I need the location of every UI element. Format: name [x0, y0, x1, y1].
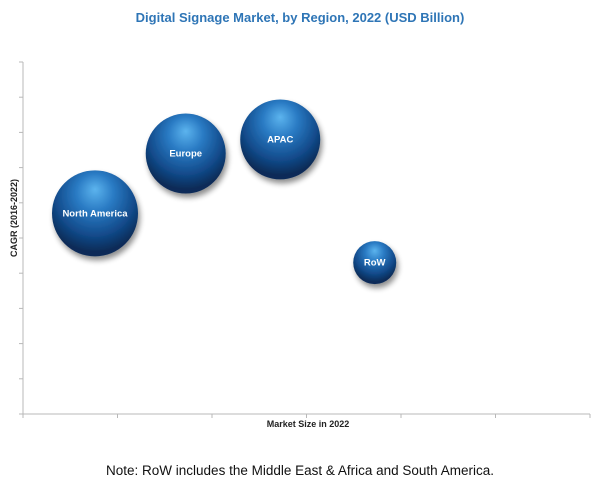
bubble-label: APAC: [267, 134, 293, 145]
x-axis-label: Market Size in 2022: [267, 419, 350, 429]
axes: [19, 61, 591, 418]
bubble-label: Europe: [169, 149, 202, 160]
bubble-label: RoW: [364, 258, 386, 269]
bubble-apac: [240, 99, 321, 180]
bubbles: North America Europe APAC RoW: [52, 99, 397, 285]
bubble-row: [353, 241, 397, 285]
bubble-europe: [145, 113, 226, 194]
chart-title: Digital Signage Market, by Region, 2022 …: [136, 10, 465, 25]
bubble-north-america: [52, 170, 138, 257]
footnote: Note: RoW includes the Middle East & Afr…: [106, 463, 494, 478]
y-axis-label: CAGR (2016-2022): [9, 179, 19, 257]
bubble-label: North America: [62, 208, 128, 219]
